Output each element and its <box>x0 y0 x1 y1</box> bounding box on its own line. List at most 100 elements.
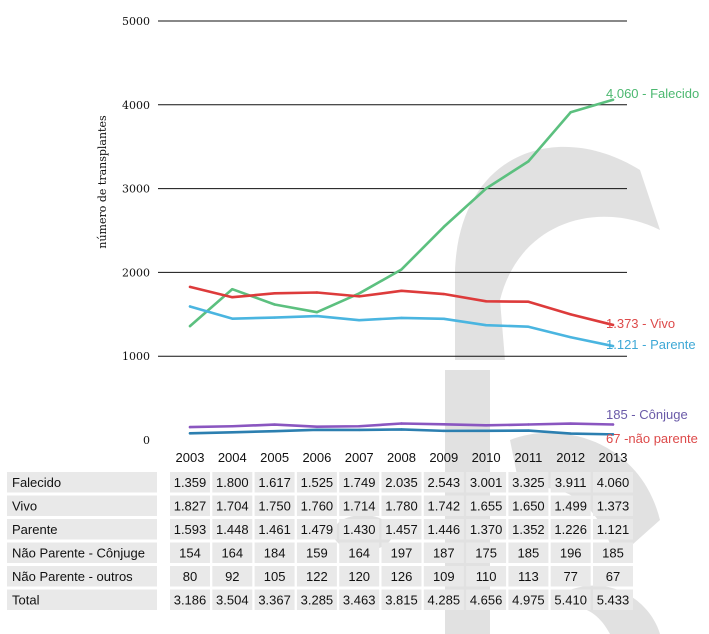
cell-1-2: 1.750 <box>258 499 291 514</box>
data-point-3-2 <box>273 423 276 426</box>
data-table: 2003 2004 2005 2006 2007 2008 2009 2010 2011 2012… <box>7 450 633 610</box>
cell-2-10: 1.121 <box>597 522 630 537</box>
end-label-3: 185 - Cônjuge <box>606 407 688 422</box>
y-axis-label: número de transplantes <box>96 115 109 249</box>
data-point-0-7 <box>484 187 488 190</box>
data-point-1-7 <box>484 300 488 303</box>
data-point-0-0 <box>188 324 192 328</box>
data-point-4-4 <box>358 428 361 432</box>
cell-4-5: 126 <box>391 569 413 584</box>
table-header-2007: 2007 <box>345 450 374 465</box>
cell-bg-0-6 <box>423 472 464 493</box>
table-header-2006: 2006 <box>302 450 331 465</box>
table-header-2011: 2011 <box>514 450 542 465</box>
cell-bg-2-2 <box>254 519 295 540</box>
cell-bg-4-5 <box>381 566 422 587</box>
cell-1-1: 1.704 <box>216 499 249 514</box>
table-header-2013: 2013 <box>599 450 628 465</box>
data-point-3-5 <box>400 422 403 425</box>
row-label-0: Falecido <box>12 475 61 490</box>
data-point-1-6 <box>442 292 445 296</box>
data-point-1-2 <box>273 292 276 295</box>
cell-bg-3-9 <box>550 542 591 563</box>
cell-bg-3-3 <box>296 542 337 563</box>
cell-bg-3-6 <box>423 542 464 563</box>
table-header-2009: 2009 <box>429 450 458 465</box>
cell-bg-0-1 <box>212 472 253 493</box>
y-tick-2000: 2000 <box>122 266 150 279</box>
data-point-4-6 <box>442 429 445 433</box>
cell-4-3: 122 <box>306 569 328 584</box>
cell-0-1: 1.800 <box>216 475 249 490</box>
data-point-3-8 <box>527 423 530 426</box>
cell-2-1: 1.448 <box>216 522 249 537</box>
row-label-bg-5 <box>7 589 157 610</box>
data-point-0-2 <box>273 303 276 306</box>
cell-3-1: 164 <box>221 546 243 561</box>
cell-2-8: 1.352 <box>512 522 545 537</box>
series-lines <box>188 98 615 436</box>
row-label-bg-0 <box>7 472 157 493</box>
cell-0-7: 3.001 <box>470 475 503 490</box>
data-point-2-7 <box>484 323 488 327</box>
row-label-bg-2 <box>7 519 157 540</box>
cell-bg-2-5 <box>381 519 422 540</box>
cell-bg-4-9 <box>550 566 591 587</box>
cell-4-0: 80 <box>183 569 197 584</box>
data-point-0-6 <box>442 225 445 229</box>
data-point-3-1 <box>231 425 234 428</box>
cell-5-2: 3.367 <box>258 593 291 608</box>
data-point-1-4 <box>358 295 361 298</box>
data-point-3-0 <box>188 425 192 429</box>
data-point-1-1 <box>231 296 234 299</box>
cell-bg-3-7 <box>466 542 507 563</box>
cell-bg-1-2 <box>254 495 295 516</box>
cell-bg-5-9 <box>550 589 591 610</box>
data-point-3-9 <box>569 422 572 425</box>
cell-bg-1-0 <box>170 495 210 516</box>
y-tick-3000: 3000 <box>122 183 150 196</box>
cell-bg-5-3 <box>296 589 337 610</box>
cell-4-9: 77 <box>563 569 577 584</box>
data-point-4-10 <box>611 433 615 436</box>
cell-1-5: 1.780 <box>385 499 418 514</box>
cell-bg-2-8 <box>508 519 549 540</box>
cell-3-10: 185 <box>602 546 624 561</box>
cell-bg-2-9 <box>550 519 591 540</box>
cell-bg-1-10 <box>593 495 633 516</box>
cell-3-9: 196 <box>560 546 582 561</box>
row-label-bg-1 <box>7 495 157 516</box>
cell-2-0: 1.593 <box>174 522 207 537</box>
cell-0-5: 2.035 <box>385 475 418 490</box>
data-point-2-1 <box>231 317 234 320</box>
cell-bg-3-5 <box>381 542 422 563</box>
data-point-0-3 <box>315 311 319 314</box>
data-point-2-9 <box>569 336 572 339</box>
cell-4-8: 113 <box>518 569 539 584</box>
cell-0-0: 1.359 <box>174 475 207 490</box>
data-point-4-7 <box>484 429 488 432</box>
cell-bg-0-10 <box>593 472 633 493</box>
data-point-0-10 <box>611 98 615 101</box>
cell-bg-1-4 <box>339 495 380 516</box>
data-point-4-1 <box>231 431 234 434</box>
cell-bg-4-3 <box>296 566 337 587</box>
cell-bg-0-7 <box>466 472 507 493</box>
data-point-0-9 <box>569 111 572 114</box>
cell-bg-1-7 <box>466 495 507 516</box>
cell-4-6: 109 <box>433 569 455 584</box>
cell-bg-4-2 <box>254 566 295 587</box>
cell-3-0: 154 <box>179 546 201 561</box>
cell-0-3: 1.525 <box>301 475 334 490</box>
data-point-4-3 <box>315 428 319 431</box>
data-point-1-0 <box>188 285 192 289</box>
row-label-bg-3 <box>7 542 157 563</box>
data-point-2-5 <box>400 316 403 320</box>
data-point-1-3 <box>315 291 319 294</box>
data-point-2-2 <box>273 316 276 319</box>
cell-2-9: 1.226 <box>554 522 587 537</box>
cell-2-4: 1.430 <box>343 522 376 537</box>
data-point-1-8 <box>527 300 530 303</box>
data-point-2-8 <box>527 325 530 328</box>
